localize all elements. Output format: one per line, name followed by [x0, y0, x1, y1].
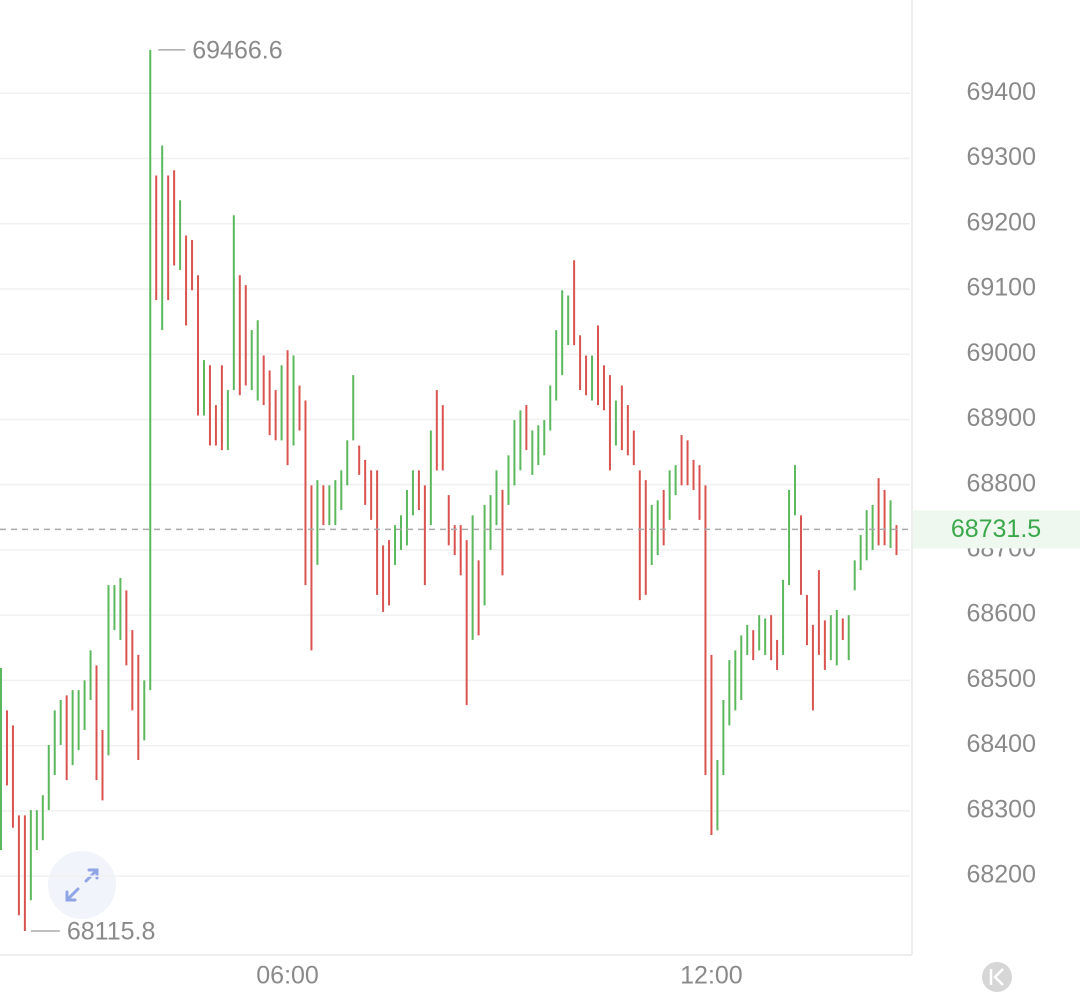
scroll-latest-button[interactable] — [982, 962, 1012, 992]
scroll-latest-bg[interactable] — [982, 962, 1012, 992]
x-tick-label: 06:00 — [256, 962, 319, 990]
y-tick-label: 68900 — [966, 404, 1036, 432]
x-tick-label: 12:00 — [680, 962, 743, 990]
y-tick-label: 68300 — [966, 795, 1036, 823]
high-annotation: 69466.6 — [192, 36, 282, 64]
low-annotation: 68115.8 — [67, 918, 156, 946]
y-tick-label: 69100 — [966, 274, 1036, 302]
y-tick-label: 69300 — [966, 143, 1036, 171]
last-price-box — [913, 510, 1080, 549]
scroll-latest-icon[interactable] — [989, 968, 1004, 986]
y-tick-label: 68400 — [966, 730, 1036, 758]
y-tick-label: 69400 — [966, 78, 1036, 106]
y-tick-label: 68200 — [966, 861, 1036, 889]
expand-button-bg[interactable] — [48, 851, 116, 919]
y-tick-label: 68500 — [966, 665, 1036, 693]
y-tick-label: 68600 — [966, 600, 1036, 628]
y-tick-label: 68800 — [966, 469, 1036, 497]
expand-button[interactable] — [48, 851, 116, 919]
last-price-label: 68731.5 — [951, 515, 1041, 543]
y-tick-label: 69000 — [966, 339, 1036, 367]
y-tick-label: 69200 — [966, 208, 1036, 236]
